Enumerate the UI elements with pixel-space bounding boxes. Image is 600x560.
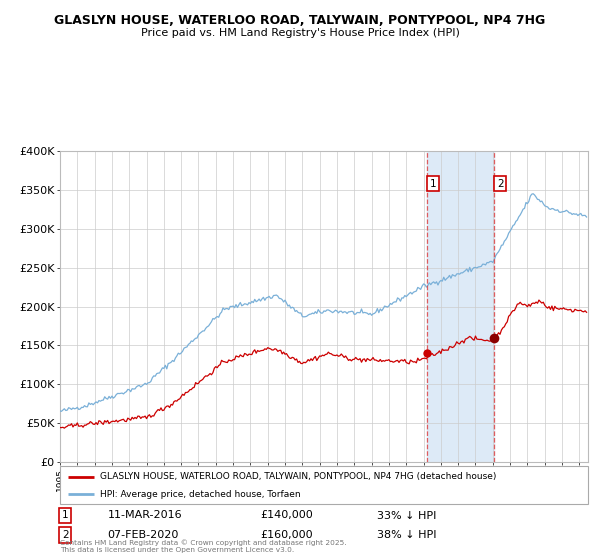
Text: HPI: Average price, detached house, Torfaen: HPI: Average price, detached house, Torf…: [100, 489, 300, 498]
Text: 11-MAR-2016: 11-MAR-2016: [107, 511, 182, 520]
Text: 07-FEB-2020: 07-FEB-2020: [107, 530, 179, 540]
Text: 38% ↓ HPI: 38% ↓ HPI: [377, 530, 436, 540]
Text: £160,000: £160,000: [260, 530, 313, 540]
Text: Price paid vs. HM Land Registry's House Price Index (HPI): Price paid vs. HM Land Registry's House …: [140, 28, 460, 38]
Text: 2: 2: [62, 530, 68, 540]
Text: GLASLYN HOUSE, WATERLOO ROAD, TALYWAIN, PONTYPOOL, NP4 7HG (detached house): GLASLYN HOUSE, WATERLOO ROAD, TALYWAIN, …: [100, 472, 496, 481]
Text: £140,000: £140,000: [260, 511, 313, 520]
FancyBboxPatch shape: [60, 466, 588, 504]
Text: 2: 2: [497, 179, 503, 189]
Bar: [427, 151, 494, 462]
Text: Contains HM Land Registry data © Crown copyright and database right 2025.
This d: Contains HM Land Registry data © Crown c…: [60, 540, 347, 553]
Text: 33% ↓ HPI: 33% ↓ HPI: [377, 511, 436, 520]
Text: GLASLYN HOUSE, WATERLOO ROAD, TALYWAIN, PONTYPOOL, NP4 7HG: GLASLYN HOUSE, WATERLOO ROAD, TALYWAIN, …: [55, 14, 545, 27]
Text: 1: 1: [62, 511, 68, 520]
Text: 1: 1: [430, 179, 436, 189]
